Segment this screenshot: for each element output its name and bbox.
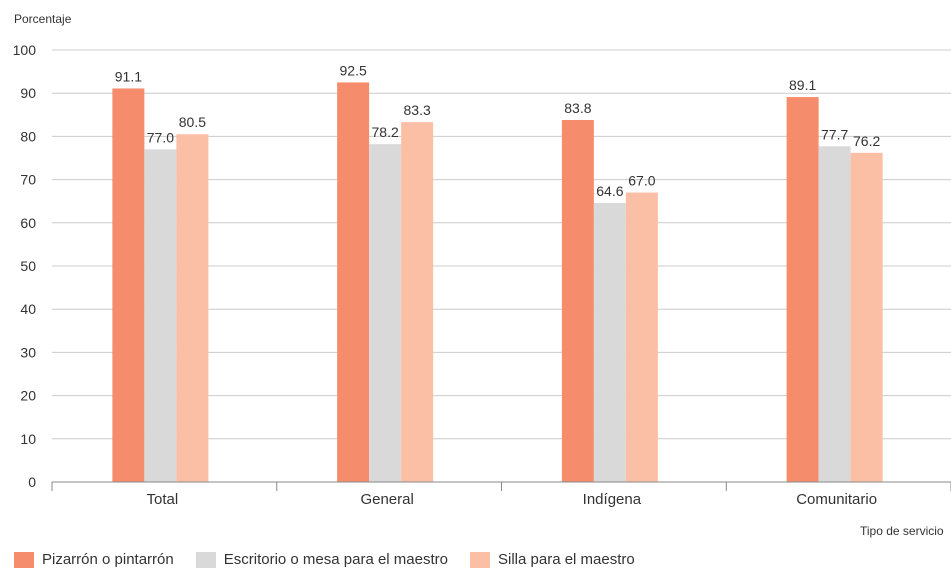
bar-3-0 bbox=[786, 97, 819, 482]
bar-2-1 bbox=[593, 202, 626, 483]
y-axis-title: Porcentaje bbox=[14, 12, 72, 26]
x-category-label-1: General bbox=[360, 491, 413, 508]
data-label-3-2: 76.2 bbox=[853, 133, 880, 149]
data-label-2-2: 67.0 bbox=[628, 173, 655, 189]
data-label-2-0: 83.8 bbox=[564, 100, 591, 116]
x-category-label-2: Indígena bbox=[583, 491, 642, 508]
x-category-label-3: Comunitario bbox=[796, 491, 877, 508]
x-axis: Total General Indígena Comunitario bbox=[51, 481, 951, 508]
legend-swatch-silla bbox=[470, 551, 490, 568]
legend-label-pizarron: Pizarrón o pintarrón bbox=[42, 551, 174, 568]
data-label-0-0: 91.1 bbox=[115, 68, 142, 84]
bar-1-1 bbox=[369, 144, 402, 482]
y-tick-label-4: 40 bbox=[20, 301, 36, 317]
bar-2-0 bbox=[561, 119, 594, 482]
data-label-1-2: 83.3 bbox=[404, 102, 431, 118]
legend-label-escritorio: Escritorio o mesa para el maestro bbox=[223, 551, 448, 568]
y-tick-label-9: 90 bbox=[20, 85, 36, 101]
legend-item-pizarron: Pizarrón o pintarrón bbox=[14, 551, 174, 568]
legend: Pizarrón o pintarrón Escritorio o mesa p… bbox=[14, 551, 635, 568]
y-tick-label-2: 20 bbox=[20, 388, 36, 404]
bar-3-2 bbox=[850, 152, 883, 483]
bar-1-0 bbox=[337, 82, 370, 483]
bars bbox=[112, 82, 883, 483]
data-label-3-1: 77.7 bbox=[821, 126, 848, 142]
data-label-1-1: 78.2 bbox=[372, 124, 399, 140]
y-tick-label-8: 80 bbox=[20, 128, 36, 144]
legend-item-escritorio: Escritorio o mesa para el maestro bbox=[195, 551, 448, 568]
bar-1-2 bbox=[401, 122, 434, 483]
data-label-0-2: 80.5 bbox=[179, 114, 206, 130]
data-label-2-1: 64.6 bbox=[596, 183, 623, 199]
y-tick-label-1: 10 bbox=[20, 431, 36, 447]
legend-swatch-escritorio bbox=[195, 551, 216, 568]
y-tick-label-10: 100 bbox=[13, 42, 37, 58]
data-label-3-0: 89.1 bbox=[789, 77, 816, 93]
y-tick-label-5: 50 bbox=[20, 258, 36, 274]
y-tick-label-3: 30 bbox=[20, 344, 36, 360]
data-label-0-1: 77.0 bbox=[147, 129, 174, 145]
legend-label-silla: Silla para el maestro bbox=[498, 551, 635, 568]
y-tick-label-7: 70 bbox=[20, 172, 36, 188]
legend-swatch-pizarron bbox=[14, 551, 34, 568]
x-category-label-0: Total bbox=[147, 491, 179, 508]
y-axis-ticks: 0 10 20 30 40 50 60 70 80 90 100 bbox=[13, 42, 37, 490]
x-axis-title: Tipo de servicio bbox=[860, 524, 944, 538]
bar-3-1 bbox=[818, 146, 851, 482]
y-tick-label-0: 0 bbox=[28, 474, 36, 490]
legend-item-silla: Silla para el maestro bbox=[470, 551, 635, 568]
bar-2-2 bbox=[625, 192, 658, 482]
y-tick-label-6: 60 bbox=[20, 215, 36, 231]
bar-0-1 bbox=[144, 149, 177, 483]
bar-0-0 bbox=[112, 88, 145, 482]
data-label-1-0: 92.5 bbox=[340, 62, 367, 78]
bar-0-2 bbox=[176, 134, 209, 483]
data-labels: 91.1 77.0 80.5 92.5 78.2 83.3 83.8 64.6 67.0 89.1… bbox=[115, 62, 881, 199]
